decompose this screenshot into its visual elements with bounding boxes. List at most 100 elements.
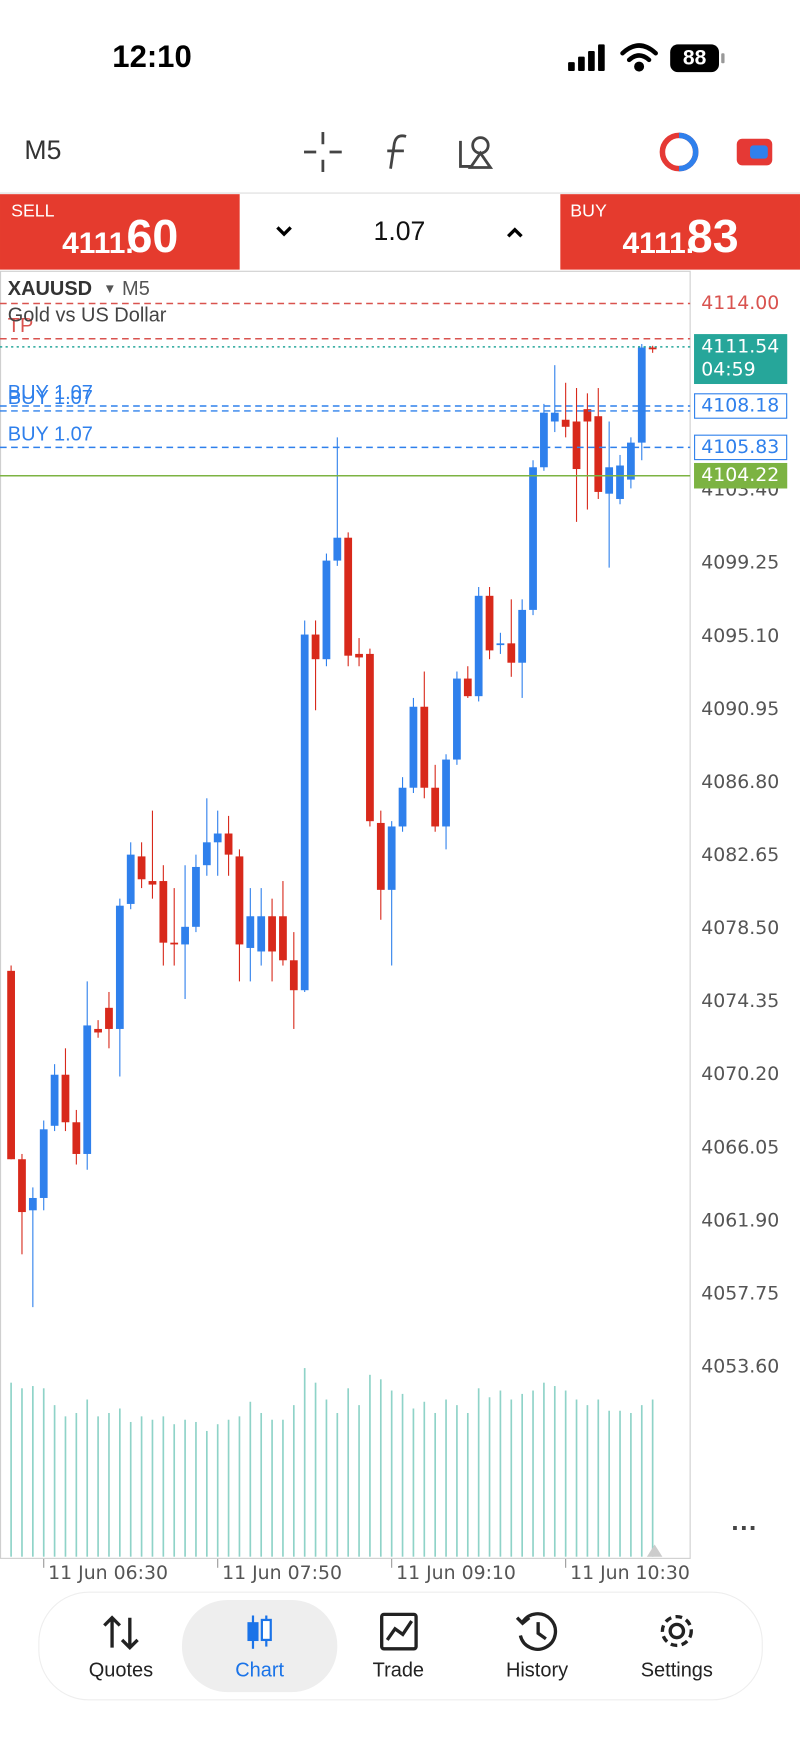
candle-body <box>72 1122 81 1154</box>
volume-bar <box>445 1399 447 1557</box>
sell-label: SELL <box>11 201 55 221</box>
status-time: 12:10 <box>112 39 191 74</box>
candle-body <box>7 970 15 1160</box>
nav-item[interactable]: Trade <box>373 1659 424 1681</box>
volume-bar <box>140 1416 143 1557</box>
candle-body <box>311 634 320 660</box>
candle-body <box>61 1074 70 1123</box>
volume-bar <box>640 1405 643 1557</box>
candle-body <box>561 419 570 427</box>
candle-body <box>213 833 222 843</box>
buy-price-minor: 83 <box>687 210 739 262</box>
sell-button[interactable] <box>0 194 240 270</box>
volume-up-button[interactable] <box>507 227 523 238</box>
symbol-dropdown[interactable]: ▼ <box>103 281 116 296</box>
volume-bar <box>575 1399 578 1557</box>
x-tick-label: 11 Jun 06:30 <box>48 1562 168 1584</box>
trade-toggle-button[interactable] <box>736 138 773 166</box>
volume-bar <box>10 1382 12 1557</box>
candle-body <box>192 866 200 927</box>
objects-button[interactable] <box>459 136 494 169</box>
volume-bar <box>543 1382 545 1557</box>
volume-bar <box>379 1379 382 1557</box>
battery-tip <box>721 53 725 64</box>
one-click-button[interactable] <box>659 132 699 172</box>
candle-body <box>474 595 483 697</box>
x-tick-label: 11 Jun 09:10 <box>396 1562 516 1584</box>
buy-button[interactable] <box>560 194 800 270</box>
candle-body <box>126 854 135 904</box>
volume-bar <box>456 1405 458 1557</box>
y-tick-label: 4078.50 <box>701 917 779 939</box>
order-tag: TP <box>8 315 34 337</box>
candle-body <box>170 942 179 945</box>
candle-body <box>18 1159 26 1213</box>
volume-value[interactable]: 1.07 <box>374 216 426 246</box>
nav-item[interactable]: History <box>506 1659 568 1681</box>
price-label-box <box>694 462 788 489</box>
candle-body <box>28 1197 37 1211</box>
volume-bar <box>390 1390 393 1557</box>
volume-bar <box>597 1399 600 1557</box>
candle-body <box>289 960 298 991</box>
volume-bar <box>184 1419 186 1557</box>
volume-bar <box>249 1401 252 1557</box>
candle-body <box>648 347 657 350</box>
volume-bar <box>75 1412 78 1557</box>
nav-item[interactable]: Chart <box>235 1659 284 1681</box>
volume-bar <box>369 1374 371 1557</box>
wifi-icon <box>620 43 658 72</box>
candle-body <box>279 916 287 961</box>
volume-bar <box>64 1416 67 1557</box>
settings-icon <box>660 1614 693 1648</box>
volume-bar <box>195 1421 197 1557</box>
timeframe-button[interactable]: M5 <box>24 135 61 165</box>
buy-price-major: 4111. <box>622 227 694 260</box>
volume-bar <box>108 1412 110 1557</box>
volume-bar <box>53 1405 56 1557</box>
volume-bar <box>412 1408 415 1557</box>
nav-item[interactable]: Settings <box>641 1659 713 1681</box>
more-button[interactable]: ··· <box>731 1513 758 1543</box>
volume-bar <box>619 1410 621 1557</box>
candle-body <box>485 595 494 651</box>
crosshair-button[interactable] <box>304 132 342 172</box>
volume-bar <box>532 1390 534 1557</box>
candle-body <box>637 347 646 443</box>
candle-body <box>463 678 472 697</box>
volume-bar <box>477 1388 480 1557</box>
candle-body <box>181 926 189 945</box>
candle-body <box>159 881 168 943</box>
candle-body <box>409 706 418 788</box>
candle-body <box>442 759 450 827</box>
volume-bar <box>21 1388 23 1557</box>
candle-body <box>540 412 548 468</box>
volume-bar <box>97 1416 99 1557</box>
y-tick-label: 4066.05 <box>701 1136 779 1158</box>
volume-bar <box>488 1397 491 1557</box>
candle-body <box>605 467 614 494</box>
x-tick-label: 11 Jun 07:50 <box>222 1562 342 1584</box>
price-label: 4111.54 <box>701 335 779 357</box>
volume-bar <box>205 1430 208 1557</box>
nav-item[interactable]: Quotes <box>89 1659 153 1681</box>
volume-down-button[interactable] <box>276 226 292 237</box>
volume-bar <box>282 1419 284 1557</box>
y-tick-label: 4057.75 <box>701 1282 779 1304</box>
x-tick-label: 11 Jun 10:30 <box>570 1562 690 1584</box>
countdown-label: 04:59 <box>701 359 755 381</box>
price-label-box <box>694 393 788 419</box>
order-tag: BUY 1.07 <box>8 382 93 404</box>
indicators-button[interactable] <box>387 134 407 169</box>
sell-price-minor: 60 <box>126 210 178 262</box>
candle-body <box>246 916 255 948</box>
volume-bar <box>347 1388 350 1557</box>
volume-bar <box>434 1412 437 1557</box>
y-tick-label: 4070.20 <box>701 1063 779 1085</box>
candle-body <box>366 653 374 822</box>
volume-bar <box>216 1424 219 1557</box>
volume-bar <box>292 1405 295 1557</box>
y-tick-label: 4061.90 <box>701 1209 779 1231</box>
volume-bar <box>401 1393 404 1557</box>
